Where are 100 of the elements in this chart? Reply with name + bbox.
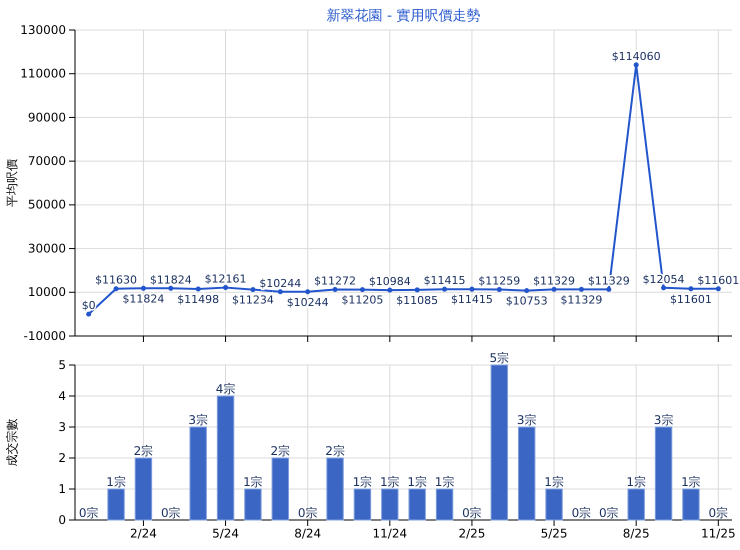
bar — [107, 488, 125, 520]
data-label: $11415 — [424, 274, 466, 288]
data-label: 5宗 — [489, 351, 510, 365]
data-label: $11205 — [341, 294, 384, 307]
point — [524, 288, 530, 294]
data-label: $11272 — [314, 274, 356, 288]
data-label: 0宗 — [708, 506, 728, 520]
point — [86, 312, 92, 317]
point — [634, 62, 639, 68]
x-tick-label: 11/25 — [701, 526, 736, 541]
data-label: 1宗 — [380, 475, 400, 489]
data-label: 0宗 — [160, 506, 181, 520]
y-tick-label: 1 — [58, 482, 66, 496]
y-tick-label: 110000 — [20, 66, 66, 81]
x-tick-label: 11/24 — [372, 526, 408, 541]
data-label: 1宗 — [434, 475, 454, 489]
data-label: $0 — [82, 299, 96, 312]
y-tick-label: 5 — [58, 358, 66, 372]
y-tick-label: 10000 — [28, 285, 66, 300]
data-label: $11259 — [478, 274, 520, 288]
point — [387, 288, 392, 293]
bar — [436, 488, 454, 520]
y-tick-label: 90000 — [28, 110, 66, 124]
data-label: 3宗 — [188, 413, 208, 427]
bar — [545, 488, 563, 520]
data-label: 0宗 — [298, 506, 318, 520]
y-tick-label: 130000 — [20, 22, 66, 37]
point — [114, 286, 119, 292]
bar — [408, 488, 426, 520]
data-label: 2宗 — [270, 444, 290, 458]
data-label: 3宗 — [654, 413, 674, 427]
point — [305, 289, 310, 294]
data-label: 2宗 — [134, 444, 154, 458]
data-label: $114060 — [612, 50, 661, 63]
point — [442, 286, 448, 292]
bar — [134, 458, 152, 520]
point — [360, 287, 365, 292]
point — [414, 287, 420, 292]
data-label: 1宗 — [681, 475, 701, 489]
bar — [518, 426, 536, 520]
x-tick-label: 5/25 — [540, 526, 568, 541]
data-label: $12161 — [204, 272, 247, 286]
data-label: $11329 — [560, 293, 602, 306]
bar — [381, 488, 399, 520]
y-tick-label: 3 — [58, 420, 66, 434]
bar — [244, 488, 262, 520]
point — [332, 286, 338, 292]
data-label: $11415 — [450, 293, 493, 306]
data-label: 4宗 — [216, 382, 236, 396]
x-tick-label: 2/24 — [130, 526, 157, 541]
point — [140, 286, 146, 291]
data-label: $11630 — [95, 274, 138, 287]
y-tick-label: 70000 — [28, 154, 66, 168]
data-label: 0宗 — [572, 506, 592, 520]
y-tick-label: -10000 — [23, 328, 66, 343]
y-axis-title: 成交宗數 — [5, 418, 19, 466]
x-tick-label: 8/24 — [294, 526, 322, 541]
y-tick-label: 4 — [58, 388, 66, 403]
point — [469, 286, 474, 292]
bar — [189, 426, 207, 520]
point — [196, 286, 201, 292]
point — [168, 286, 174, 291]
y-tick-label: 50000 — [28, 198, 66, 212]
y-axis-title: 平均呎價 — [5, 159, 19, 207]
data-label: 1宗 — [243, 475, 263, 489]
bar — [216, 396, 234, 520]
bar — [490, 364, 508, 520]
data-label: $11601 — [697, 274, 740, 287]
point — [688, 286, 694, 292]
data-label: 0宗 — [78, 506, 99, 520]
bar — [272, 458, 290, 520]
point — [606, 286, 612, 292]
data-label: $11824 — [150, 273, 192, 286]
data-label: 1宗 — [106, 475, 126, 489]
point — [250, 287, 256, 292]
point — [496, 287, 502, 292]
x-tick-label: 5/24 — [212, 526, 240, 541]
bar — [354, 488, 372, 520]
data-label: $11824 — [122, 292, 164, 306]
data-label: $10244 — [286, 296, 329, 309]
data-label: 0宗 — [598, 506, 619, 520]
data-label: 3宗 — [516, 413, 537, 427]
point — [223, 285, 228, 290]
y-tick-label: 30000 — [28, 241, 66, 256]
data-label: 0宗 — [462, 506, 482, 520]
data-label: 1宗 — [626, 475, 646, 489]
data-label: $10244 — [259, 276, 302, 290]
data-label: 1宗 — [544, 475, 564, 489]
y-tick-label: 2 — [58, 450, 66, 465]
data-label: $10984 — [368, 275, 411, 288]
data-label: 1宗 — [352, 475, 372, 489]
point — [578, 286, 584, 292]
point — [552, 286, 557, 292]
bar — [654, 426, 672, 520]
data-label: 1宗 — [407, 475, 428, 489]
data-label: $11329 — [533, 274, 576, 288]
point — [278, 289, 283, 294]
data-label: $11601 — [670, 292, 712, 306]
point — [661, 285, 666, 290]
data-label: 2宗 — [325, 444, 345, 458]
